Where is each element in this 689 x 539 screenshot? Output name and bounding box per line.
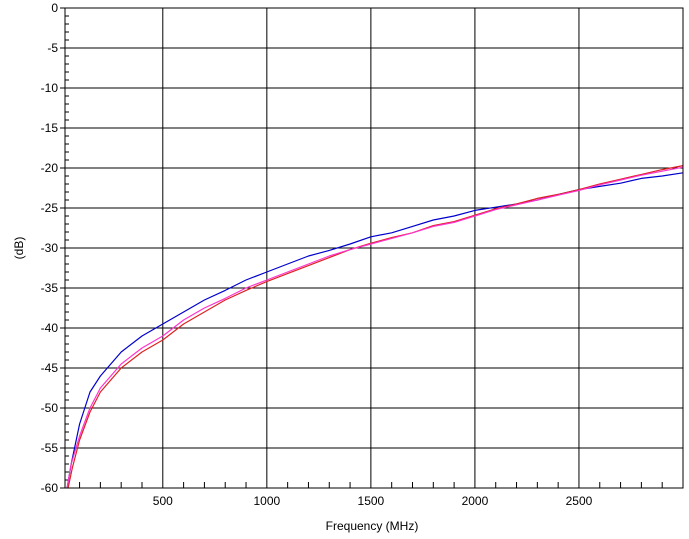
y-tick-label: -55 xyxy=(41,441,59,455)
x-tick-label: 500 xyxy=(153,494,173,508)
y-tick-label: -50 xyxy=(41,401,59,415)
x-tick-label: 2000 xyxy=(462,494,489,508)
y-axis-labels: 0 -5 -10 -15 -20 -25 -30 -35 -40 -45 -50 -55 -60 xyxy=(41,1,59,495)
y-tick-label: 0 xyxy=(51,1,58,15)
y-tick-label: -15 xyxy=(41,121,59,135)
x-tick-label: 1000 xyxy=(253,494,280,508)
y-tick-label: -35 xyxy=(41,281,59,295)
y-axis-title: (dB) xyxy=(12,237,26,260)
y-tick-label: -40 xyxy=(41,321,59,335)
series-line-2 xyxy=(67,165,684,489)
series-line-3 xyxy=(66,166,684,489)
x-axis-labels: 500 1000 1500 2000 2500 xyxy=(153,494,593,508)
y-tick-label: -20 xyxy=(41,161,59,175)
y-tick-label: -45 xyxy=(41,361,59,375)
series-layer xyxy=(66,165,684,489)
series-line-1 xyxy=(66,172,684,489)
plot-frame xyxy=(64,7,684,489)
x-axis-title: Frequency (MHz) xyxy=(326,519,419,533)
minor-ticks xyxy=(60,7,663,489)
grid xyxy=(65,7,683,489)
x-tick-label: 1500 xyxy=(358,494,385,508)
x-tick-label: 2500 xyxy=(566,494,593,508)
y-tick-label: -30 xyxy=(41,241,59,255)
y-tick-label: -60 xyxy=(41,481,59,495)
y-tick-label: -5 xyxy=(47,41,58,55)
y-tick-label: -25 xyxy=(41,201,59,215)
y-tick-label: -10 xyxy=(41,81,59,95)
